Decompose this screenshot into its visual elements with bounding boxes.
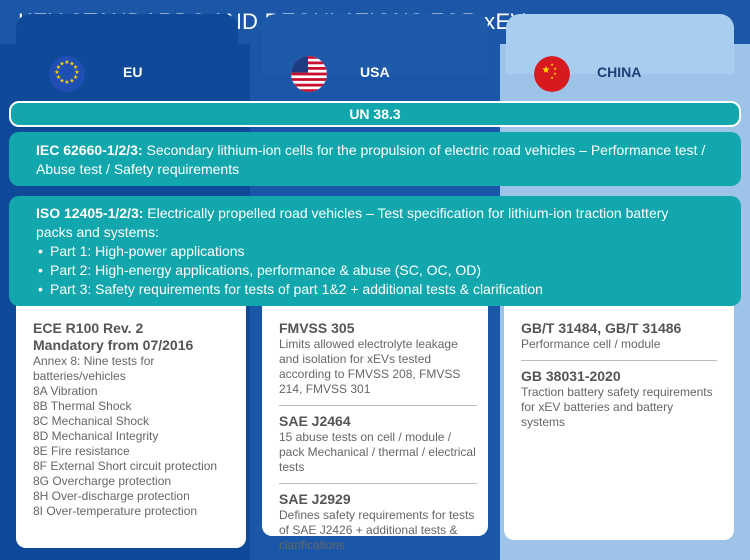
iso-description: Electrically propelled road vehicles – T… [143,205,668,221]
divider [279,483,477,484]
iso-part-item: Part 1: High-power applications [50,242,741,261]
fmvss-title: FMVSS 305 [279,320,477,337]
iec-description: Secondary lithium-ion cells for the prop… [143,142,706,158]
eu-test-item: 8I Over-temperature protection [33,504,243,519]
iec-standard-box: IEC 62660-1/2/3: Secondary lithium-ion c… [9,132,741,186]
iso-line-2: packs and systems: [36,223,741,242]
sae-j2929-title: SAE J2929 [279,491,477,508]
svg-text:★: ★ [59,61,64,68]
svg-text:★: ★ [550,75,554,80]
divider [279,405,477,406]
iso-code: ISO 12405-1/2/3: [36,205,143,221]
gb-text: Traction battery safety requirements for… [521,385,717,430]
iso-standard-box: ISO 12405-1/2/3: Electrically propelled … [9,196,741,306]
svg-text:★: ★ [542,65,551,76]
eu-test-item: 8H Over-discharge protection [33,489,243,504]
iec-code: IEC 62660-1/2/3: [36,142,143,158]
china-content: GB/T 31484, GB/T 31486 Performance cell … [521,320,717,430]
iso-part-item: Part 2: High-energy applications, perfor… [50,261,741,280]
sae-j2464-title: SAE J2464 [279,413,477,430]
sae-j2929-text: Defines safety requirements for tests of… [279,508,477,553]
usa-content: FMVSS 305 Limits allowed electrolyte lea… [279,320,477,553]
eu-test-item: 8B Thermal Shock [33,399,243,414]
region-label-china: CHINA [597,64,641,80]
sae-j2464-text: 15 abuse tests on cell / module / pack M… [279,430,477,475]
iso-part-item: Part 3: Safety requirements for tests of… [50,280,741,299]
fmvss-text: Limits allowed electrolyte leakage and i… [279,337,477,397]
eu-test-item: 8G Overcharge protection [33,474,243,489]
eu-test-list: 8A Vibration 8B Thermal Shock 8C Mechani… [33,384,243,519]
gbt-text: Performance cell / module [521,337,717,352]
eu-test-item: 8F External Short circuit protection [33,459,243,474]
svg-text:★: ★ [553,71,557,76]
eu-content: ECE R100 Rev. 2 Mandatory from 07/2016 A… [33,320,243,519]
un-standard-bar: UN 38.3 [9,101,741,127]
gbt-title: GB/T 31484, GB/T 31486 [521,320,717,337]
un-standard-label: UN 38.3 [349,106,400,122]
iec-line-2: Abuse test / Safety requirements [36,160,741,179]
china-flag-icon: ★ ★ ★ ★ ★ [534,56,570,92]
eu-test-item: 8D Mechanical Integrity [33,429,243,444]
eu-test-item: 8A Vibration [33,384,243,399]
eu-test-item: 8E Fire resistance [33,444,243,459]
eu-test-item: 8C Mechanical Shock [33,414,243,429]
iso-line-1: ISO 12405-1/2/3: Electrically propelled … [36,204,741,223]
svg-text:★: ★ [69,78,74,85]
eu-heading-1: ECE R100 Rev. 2 [33,320,243,337]
svg-text:★: ★ [64,79,69,86]
gb-title: GB 38031-2020 [521,368,717,385]
region-label-eu: EU [123,64,142,80]
iec-line-1: IEC 62660-1/2/3: Secondary lithium-ion c… [36,141,741,160]
divider [521,360,717,361]
region-label-usa: USA [360,64,390,80]
usa-flag-icon [291,56,327,92]
eu-annex: Annex 8: Nine tests for batteries/vehicl… [33,354,243,384]
eu-flag-icon: ★ ★ ★ ★ ★ ★ ★ ★ ★ ★ ★ ★ [49,56,85,92]
eu-heading-2: Mandatory from 07/2016 [33,337,243,354]
iso-parts-list: Part 1: High-power applications Part 2: … [36,242,741,299]
